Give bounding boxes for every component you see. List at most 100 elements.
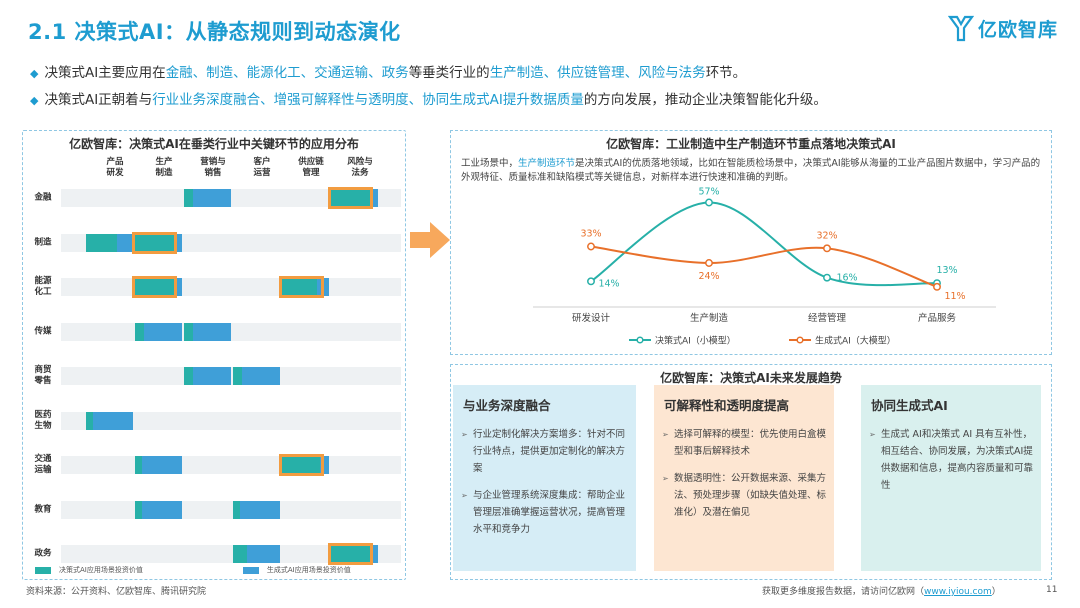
industry-row: 金融 — [27, 187, 401, 209]
bullet-item: ◆ 决策式AI正朝着与行业业务深度融合、增强可解释性与透明度、协同生成式AI提升数… — [30, 87, 827, 114]
generative-ai-segment — [241, 367, 280, 385]
data-label: 16% — [836, 273, 857, 284]
manufacturing-panel: 亿欧智库：工业制造中生产制造环节重点落地决策式AI 工业场景中，生产制造环节是决… — [450, 130, 1052, 355]
data-point — [823, 273, 831, 282]
legend-swatch — [35, 566, 51, 574]
bullet-text: 等垂类行业的 — [408, 65, 490, 81]
decision-ai-segment — [330, 545, 371, 563]
industry-row: 医药 生物 — [27, 410, 401, 432]
trend-card: 与业务深度融合 ➢ 行业定制化解决方案增多：针对不同行业特点，提供更加定制化的解决… — [453, 385, 636, 571]
page-number: 11 — [1046, 585, 1058, 595]
generative-ai-segment — [192, 189, 231, 207]
highlight-box — [278, 276, 325, 298]
column-header: 风险与 法务 — [340, 157, 380, 179]
bullet-text: 决策式AI主要应用在 — [44, 65, 166, 81]
decision-ai-segment — [281, 456, 320, 474]
legend-label: 决策式AI（小模型） — [655, 335, 736, 347]
triangle-bullet-icon: ➢ — [662, 474, 669, 483]
industry-label: 交通 运输 — [27, 454, 59, 476]
line-chart: 研发设计 生产制造 经营管理 产品服务 14% 57% 16% 13% 33% 24% 32% 11%… — [533, 187, 996, 347]
bullet-highlight: 金融、制造、能源化工、交通运输、政务 — [165, 65, 409, 81]
industry-label-line: 生物 — [34, 420, 52, 431]
data-label: 24% — [698, 271, 719, 282]
data-point — [587, 277, 595, 286]
decision-ai-segment — [134, 233, 175, 252]
decision-ai-segment — [134, 500, 142, 519]
legend-item-generative: 生成式AI应用场景投资价值 — [242, 565, 351, 575]
generative-ai-segment — [370, 545, 378, 563]
column-header-line: 风险与 — [347, 157, 373, 167]
bullet-item: ◆ 决策式AI主要应用在金融、制造、能源化工、交通运输、政务等垂类行业的生产制造、… — [30, 60, 827, 87]
data-point — [587, 242, 595, 251]
industry-label: 医药 生物 — [27, 410, 59, 432]
industry-label-line: 商贸 — [34, 365, 52, 375]
trends-panel: 亿欧智库：决策式AI未来发展趋势 与业务深度融合 ➢ 行业定制化解决方案增多：针对… — [450, 364, 1052, 580]
highlight-box — [131, 276, 178, 298]
industry-label: 金融 — [27, 193, 59, 204]
card-item: ➢ 数据透明性：公开数据来源、采集方法、预处理步骤（如缺失值处理、标准化）及潜在偏… — [662, 470, 826, 521]
data-label: 57% — [698, 187, 719, 198]
generative-ai-segment — [192, 367, 231, 385]
generative-ai-segment — [370, 189, 378, 207]
card-item: ➢ 与企业管理系统深度集成：帮助企业管理层准确掌握运营状况，提高管理水平和竞争力 — [461, 487, 628, 538]
generative-ai-segment — [174, 278, 182, 296]
column-header: 产品 研发 — [95, 157, 135, 179]
highlight-box — [278, 454, 325, 476]
card-item-text: 选择可解释的模型：优先使用白盒模型和事后解释技术 — [674, 429, 827, 457]
legend-label: 决策式AI应用场景投资价值 — [59, 566, 143, 574]
highlight-box — [131, 231, 178, 254]
industry-label-line: 交通 — [34, 454, 52, 464]
data-label: 32% — [816, 230, 837, 241]
diamond-icon: ◆ — [30, 67, 39, 80]
industry-label: 商贸 零售 — [27, 365, 59, 387]
more-info-text: ） — [991, 587, 1001, 597]
generative-ai-segment — [141, 456, 182, 474]
generative-ai-segment — [174, 233, 182, 252]
industry-label: 能源 化工 — [27, 276, 59, 298]
column-header-line: 产品 — [106, 157, 124, 167]
industry-row: 政务 — [27, 543, 401, 565]
row-track — [61, 367, 401, 385]
bullet-text: 环节。 — [705, 65, 747, 81]
highlight-box — [327, 187, 374, 209]
industry-label-line: 医药 — [34, 409, 52, 420]
page-title: 2.1 决策式AI：从静态规则到动态演化 — [28, 20, 401, 44]
row-track — [61, 500, 401, 519]
website-link[interactable]: www.iyiou.com — [924, 587, 992, 597]
decision-ai-segment — [134, 456, 142, 474]
column-header-line: 生产 — [155, 157, 173, 167]
column-header-line: 运营 — [253, 168, 271, 178]
decision-ai-line — [590, 201, 938, 287]
source-note: 资料来源：公开资料、亿欧智库、腾讯研究院 — [26, 587, 207, 597]
x-tick-label: 研发设计 — [572, 312, 611, 324]
industry-label-line: 化工 — [34, 287, 52, 297]
card-title: 可解释性和透明度提高 — [664, 398, 790, 413]
data-label: 14% — [598, 278, 619, 289]
triangle-bullet-icon: ➢ — [461, 491, 468, 500]
industry-label-line: 金融 — [34, 192, 52, 203]
bullet-text: 决策式AI正朝着与 — [44, 92, 153, 108]
industry-label: 传媒 — [27, 326, 59, 337]
bullet-text: 的方向发展，推动企业决策智能化升级。 — [583, 92, 827, 108]
card-item-text: 行业定制化解决方案增多：针对不同行业特点，提供更加定制化的解决方案 — [473, 429, 626, 474]
card-item-text: 生成式 AI和决策式 AI 具有互补性，相互结合、协同发展，为决策式AI提供数据… — [881, 429, 1034, 491]
panel-title: 亿欧智库：决策式AI在垂类行业中关键环节的应用分布 — [69, 137, 359, 151]
decision-ai-segment — [85, 411, 93, 430]
data-point — [823, 244, 831, 253]
decision-ai-segment — [134, 278, 175, 296]
card-title: 协同生成式AI — [871, 398, 948, 413]
column-header-line: 法务 — [351, 168, 369, 178]
panel-title: 亿欧智库：决策式AI未来发展趋势 — [660, 371, 842, 385]
decision-ai-segment — [134, 322, 144, 341]
generative-ai-segment — [239, 500, 280, 519]
panel-title: 亿欧智库：工业制造中生产制造环节重点落地决策式AI — [606, 137, 896, 151]
industry-label-line: 传媒 — [34, 326, 52, 336]
card-item-text: 数据透明性：公开数据来源、采集方法、预处理步骤（如缺失值处理、标准化）及潜在偏见 — [674, 473, 827, 518]
column-header: 营销与 销售 — [193, 157, 233, 179]
x-tick-label: 生产制造 — [690, 312, 729, 324]
industry-label: 政务 — [27, 549, 59, 560]
row-track — [61, 231, 401, 254]
industry-distribution-panel: 亿欧智库：决策式AI在垂类行业中关键环节的应用分布 产品 研发 生产 制造 营销与 销售客… — [22, 130, 406, 580]
row-track — [61, 543, 401, 565]
logo: 亿欧智库 — [947, 14, 1058, 42]
